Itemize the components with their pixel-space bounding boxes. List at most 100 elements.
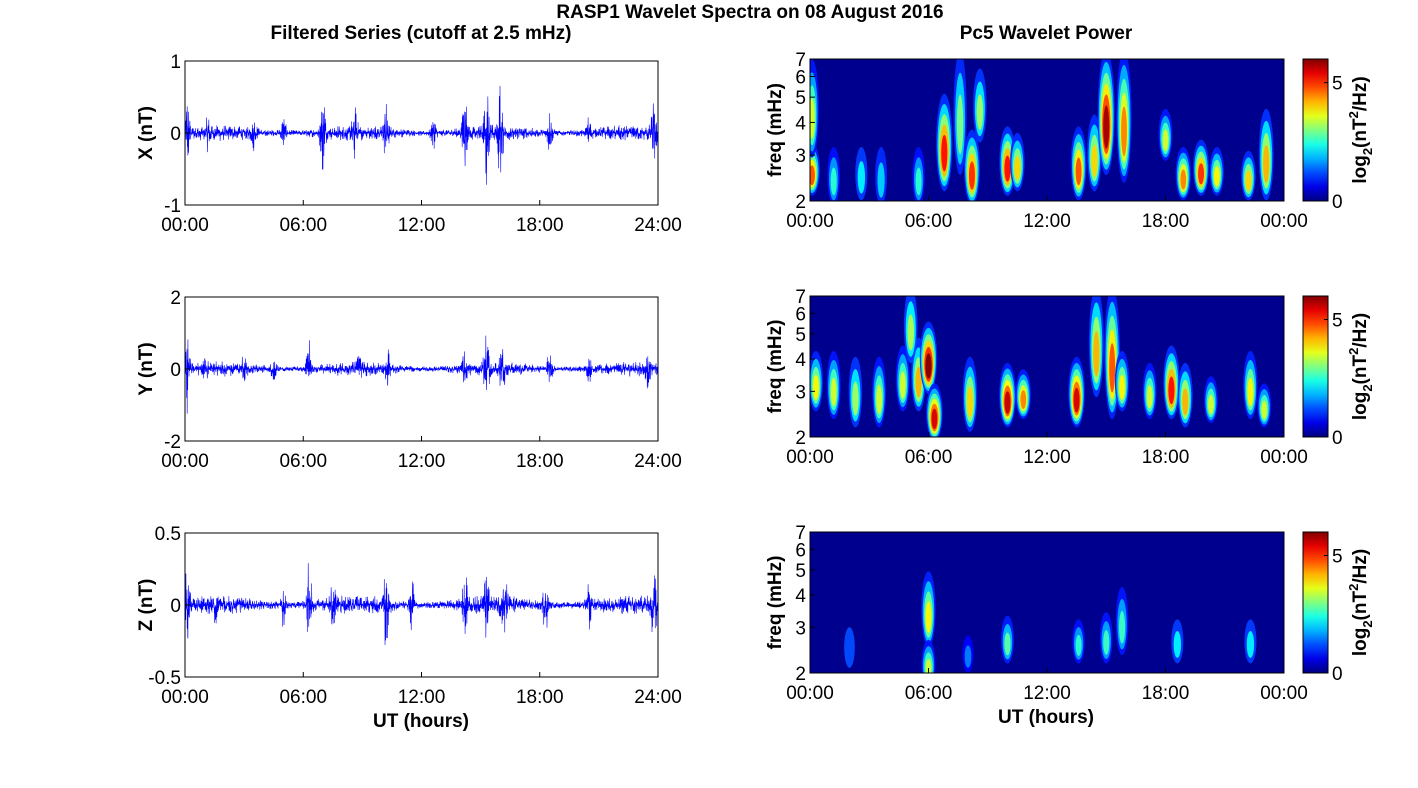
power-blob bbox=[1175, 147, 1191, 201]
x-tick-label: 00:00 bbox=[1260, 683, 1308, 704]
x-tick-label: 18:00 bbox=[516, 215, 564, 236]
x-tick-label: 06:00 bbox=[279, 451, 327, 472]
power-blob bbox=[926, 383, 943, 437]
colorbar-tick-label: 0 bbox=[1332, 428, 1343, 449]
spectrogram-background bbox=[810, 532, 1284, 673]
power-blob bbox=[1097, 59, 1115, 176]
x-tick-label: 18:00 bbox=[516, 687, 564, 708]
x-tick-label: 24:00 bbox=[634, 215, 682, 236]
x-tick-label: 00:00 bbox=[1260, 447, 1308, 468]
power-blob bbox=[903, 296, 918, 364]
x-tick-label: 24:00 bbox=[634, 687, 682, 708]
power-blob bbox=[1177, 362, 1193, 428]
y-axis-label: freq (mHz) bbox=[765, 320, 786, 414]
y-tick-label: 6 bbox=[795, 67, 806, 88]
power-blob bbox=[1088, 296, 1104, 398]
right-x-axis-label: UT (hours) bbox=[998, 707, 1094, 728]
left-column-title: Filtered Series (cutoff at 2.5 mHz) bbox=[271, 23, 572, 44]
power-blob bbox=[1072, 619, 1085, 664]
power-blob bbox=[848, 356, 863, 428]
y-tick-label: 4 bbox=[795, 586, 806, 607]
y-tick-label: 0.5 bbox=[155, 524, 181, 545]
power-blob bbox=[973, 68, 987, 143]
spectrogram-background bbox=[810, 296, 1284, 437]
power-blob bbox=[1193, 139, 1210, 196]
power-blob bbox=[810, 350, 824, 412]
power-blob bbox=[855, 147, 868, 201]
y-tick-label: 2 bbox=[795, 664, 806, 685]
power-blob bbox=[1241, 150, 1256, 201]
x-tick-label: 18:00 bbox=[1142, 211, 1190, 232]
power-blob bbox=[1243, 350, 1258, 420]
x-tick-label: 00:00 bbox=[161, 451, 209, 472]
x-tick-label: 12:00 bbox=[398, 687, 446, 708]
figure-title: RASP1 Wavelet Spectra on 08 August 2016 bbox=[556, 2, 943, 23]
power-blob bbox=[1257, 383, 1272, 428]
x-tick-label: 18:00 bbox=[1142, 683, 1190, 704]
y-tick-label: 3 bbox=[795, 382, 806, 403]
series-panel-2: 2 0 -200:00 06:00 12:00 18:00 24:00 Y (nT) bbox=[136, 288, 682, 472]
power-blob bbox=[963, 129, 980, 201]
power-blob bbox=[953, 59, 967, 176]
colorbar-label: log2(nT2/Hz) bbox=[1346, 76, 1375, 183]
x-tick-label: 06:00 bbox=[279, 215, 327, 236]
power-blob bbox=[1087, 114, 1102, 192]
power-blob bbox=[872, 356, 887, 428]
x-tick-label: 12:00 bbox=[1023, 683, 1071, 704]
y-tick-label: -1 bbox=[164, 196, 181, 217]
power-blob bbox=[962, 356, 978, 432]
y-tick-label: 7 bbox=[795, 523, 806, 544]
y-tick-label: 5 bbox=[795, 561, 806, 582]
series-trace bbox=[184, 85, 659, 185]
x-tick-label: 06:00 bbox=[905, 447, 953, 468]
power-blob bbox=[810, 59, 819, 158]
power-blob bbox=[1203, 376, 1218, 424]
power-blob bbox=[1116, 59, 1132, 183]
x-tick-label: 12:00 bbox=[398, 215, 446, 236]
y-axis-label: Z (nT) bbox=[136, 579, 157, 632]
y-tick-label: 5 bbox=[795, 88, 806, 109]
power-blob bbox=[1115, 586, 1129, 656]
y-axis-label: freq (mHz) bbox=[765, 556, 786, 650]
colorbar-tick-label: 5 bbox=[1332, 547, 1343, 568]
power-blob bbox=[844, 627, 855, 668]
power-blob bbox=[1068, 356, 1085, 428]
y-tick-label: 0 bbox=[170, 596, 181, 617]
y-axis-label: freq (mHz) bbox=[765, 83, 786, 177]
x-tick-label: 00:00 bbox=[786, 211, 834, 232]
y-axis-label: X (nT) bbox=[136, 106, 157, 160]
power-blob bbox=[1244, 619, 1257, 664]
power-blob bbox=[1258, 108, 1274, 201]
x-tick-label: 00:00 bbox=[161, 687, 209, 708]
y-tick-label: 4 bbox=[795, 350, 806, 371]
series-panel-3: 0.5 0 -0.500:00 06:00 12:00 18:00 24:00 Z (nT) bbox=[136, 524, 682, 708]
colorbar-label: log2(nT2/Hz) bbox=[1346, 549, 1375, 656]
power-blob bbox=[1142, 362, 1157, 420]
power-blob bbox=[962, 635, 974, 673]
y-tick-label: -0.5 bbox=[148, 668, 181, 689]
x-tick-label: 18:00 bbox=[1142, 447, 1190, 468]
left-x-axis-label: UT (hours) bbox=[373, 711, 469, 732]
power-blob bbox=[1114, 350, 1130, 412]
y-tick-label: 1 bbox=[170, 52, 181, 73]
power-blob bbox=[810, 143, 820, 196]
y-tick-label: 2 bbox=[795, 428, 806, 449]
colorbar-tick-label: 5 bbox=[1332, 311, 1343, 332]
power-blob bbox=[1158, 108, 1173, 161]
power-blob bbox=[999, 362, 1016, 428]
power-blob bbox=[1163, 345, 1180, 420]
y-tick-label: 5 bbox=[795, 325, 806, 346]
power-blob bbox=[895, 345, 910, 412]
power-blob bbox=[1171, 619, 1184, 664]
power-blob bbox=[936, 93, 953, 192]
x-tick-label: 12:00 bbox=[1023, 447, 1071, 468]
y-tick-label: 2 bbox=[795, 192, 806, 213]
y-tick-label: 0 bbox=[170, 124, 181, 145]
power-blob bbox=[875, 147, 887, 201]
y-tick-label: 2 bbox=[170, 288, 181, 309]
y-tick-label: 6 bbox=[795, 540, 806, 561]
